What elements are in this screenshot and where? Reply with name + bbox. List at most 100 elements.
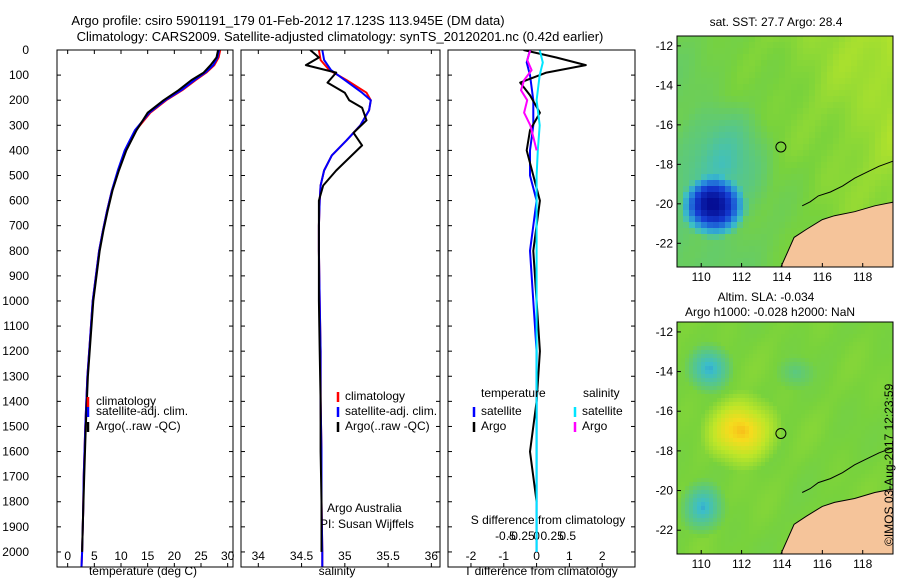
map-cell xyxy=(725,450,730,455)
map-cell xyxy=(777,394,782,399)
map-cell xyxy=(821,434,826,439)
map-cell xyxy=(761,264,768,267)
map-cell xyxy=(745,534,750,539)
map-cell xyxy=(779,192,786,199)
map-cell xyxy=(741,466,746,471)
map-cell xyxy=(773,374,778,379)
map-cell xyxy=(845,90,852,97)
map-cell xyxy=(749,222,756,229)
map-cell xyxy=(689,434,694,439)
map-cell xyxy=(777,522,782,527)
map-cell xyxy=(677,72,684,79)
map-cell xyxy=(761,454,766,459)
map-cell xyxy=(693,350,698,355)
map-cell xyxy=(857,374,862,379)
map-cell xyxy=(821,66,828,73)
map-cell xyxy=(733,506,738,511)
map-cell xyxy=(749,494,754,499)
map-cell xyxy=(749,422,754,427)
map-cell xyxy=(683,258,690,265)
map-cell xyxy=(681,386,686,391)
map-cell xyxy=(881,450,886,455)
map-cell xyxy=(767,216,774,223)
map-cell xyxy=(861,342,866,347)
map-cell xyxy=(865,462,870,467)
map-cell xyxy=(681,334,686,339)
map-cell xyxy=(725,228,732,235)
s-tick-label: -0.5 xyxy=(495,529,516,543)
map-cell xyxy=(801,510,806,515)
map-cell xyxy=(713,186,720,193)
map-cell xyxy=(837,342,842,347)
map-cell xyxy=(781,510,786,515)
map-cell xyxy=(761,462,766,467)
map-cell xyxy=(737,246,744,253)
t-tick-label: -2 xyxy=(466,549,477,563)
map-cell xyxy=(697,498,702,503)
lat-tick-label: -18 xyxy=(656,444,674,458)
map-cell xyxy=(821,132,828,139)
map-cell xyxy=(709,550,714,554)
map-cell xyxy=(753,342,758,347)
map-cell xyxy=(761,362,766,367)
map-cell xyxy=(873,458,878,463)
map-cell xyxy=(769,546,774,551)
map-cell xyxy=(773,186,780,193)
map-cell xyxy=(793,398,798,403)
map-cell xyxy=(689,366,694,371)
map-cell xyxy=(707,90,714,97)
map-cell xyxy=(813,478,818,483)
map-cell xyxy=(833,66,840,73)
map-cell xyxy=(769,390,774,395)
map-cell xyxy=(721,334,726,339)
map-cell xyxy=(725,54,732,61)
map-cell xyxy=(713,374,718,379)
map-cell xyxy=(677,342,682,347)
map-cell xyxy=(853,414,858,419)
map-cell xyxy=(685,550,690,554)
map-cell xyxy=(677,338,682,343)
map-cell xyxy=(793,438,798,443)
map-cell xyxy=(809,374,814,379)
map-cell xyxy=(785,394,790,399)
map-cell xyxy=(733,354,738,359)
map-cell xyxy=(677,438,682,443)
map-cell xyxy=(873,382,878,387)
map-cell xyxy=(721,398,726,403)
map-cell xyxy=(697,418,702,423)
map-cell xyxy=(749,240,756,247)
map-cell xyxy=(857,96,864,103)
map-cell xyxy=(693,386,698,391)
map-cell xyxy=(713,168,720,175)
map-cell xyxy=(777,402,782,407)
map-cell xyxy=(869,486,874,491)
map-cell xyxy=(693,406,698,411)
map-cell xyxy=(685,398,690,403)
map-cell xyxy=(779,96,786,103)
map-cell xyxy=(849,402,854,407)
lon-tick-label: 110 xyxy=(692,557,711,571)
map-cell xyxy=(733,406,738,411)
map-cell xyxy=(845,338,850,343)
pi-annotation: PI: Susan Wijffels xyxy=(320,517,414,531)
map-cell xyxy=(737,410,742,415)
map-cell xyxy=(745,478,750,483)
map-cell xyxy=(707,222,714,229)
map-cell xyxy=(863,180,870,187)
map-cell xyxy=(827,132,834,139)
map-cell xyxy=(887,54,893,61)
map-cell xyxy=(681,366,686,371)
map-cell xyxy=(769,502,774,507)
map-cell xyxy=(753,378,758,383)
map-cell xyxy=(773,442,778,447)
map-cell xyxy=(773,204,780,211)
map-cell xyxy=(683,240,690,247)
map-cell xyxy=(777,418,782,423)
map-cell xyxy=(707,108,714,115)
map-cell xyxy=(755,114,762,121)
map-cell xyxy=(825,418,830,423)
map-cell xyxy=(889,322,893,327)
map-cell xyxy=(725,234,732,241)
map-cell xyxy=(793,470,798,475)
map-cell xyxy=(741,506,746,511)
